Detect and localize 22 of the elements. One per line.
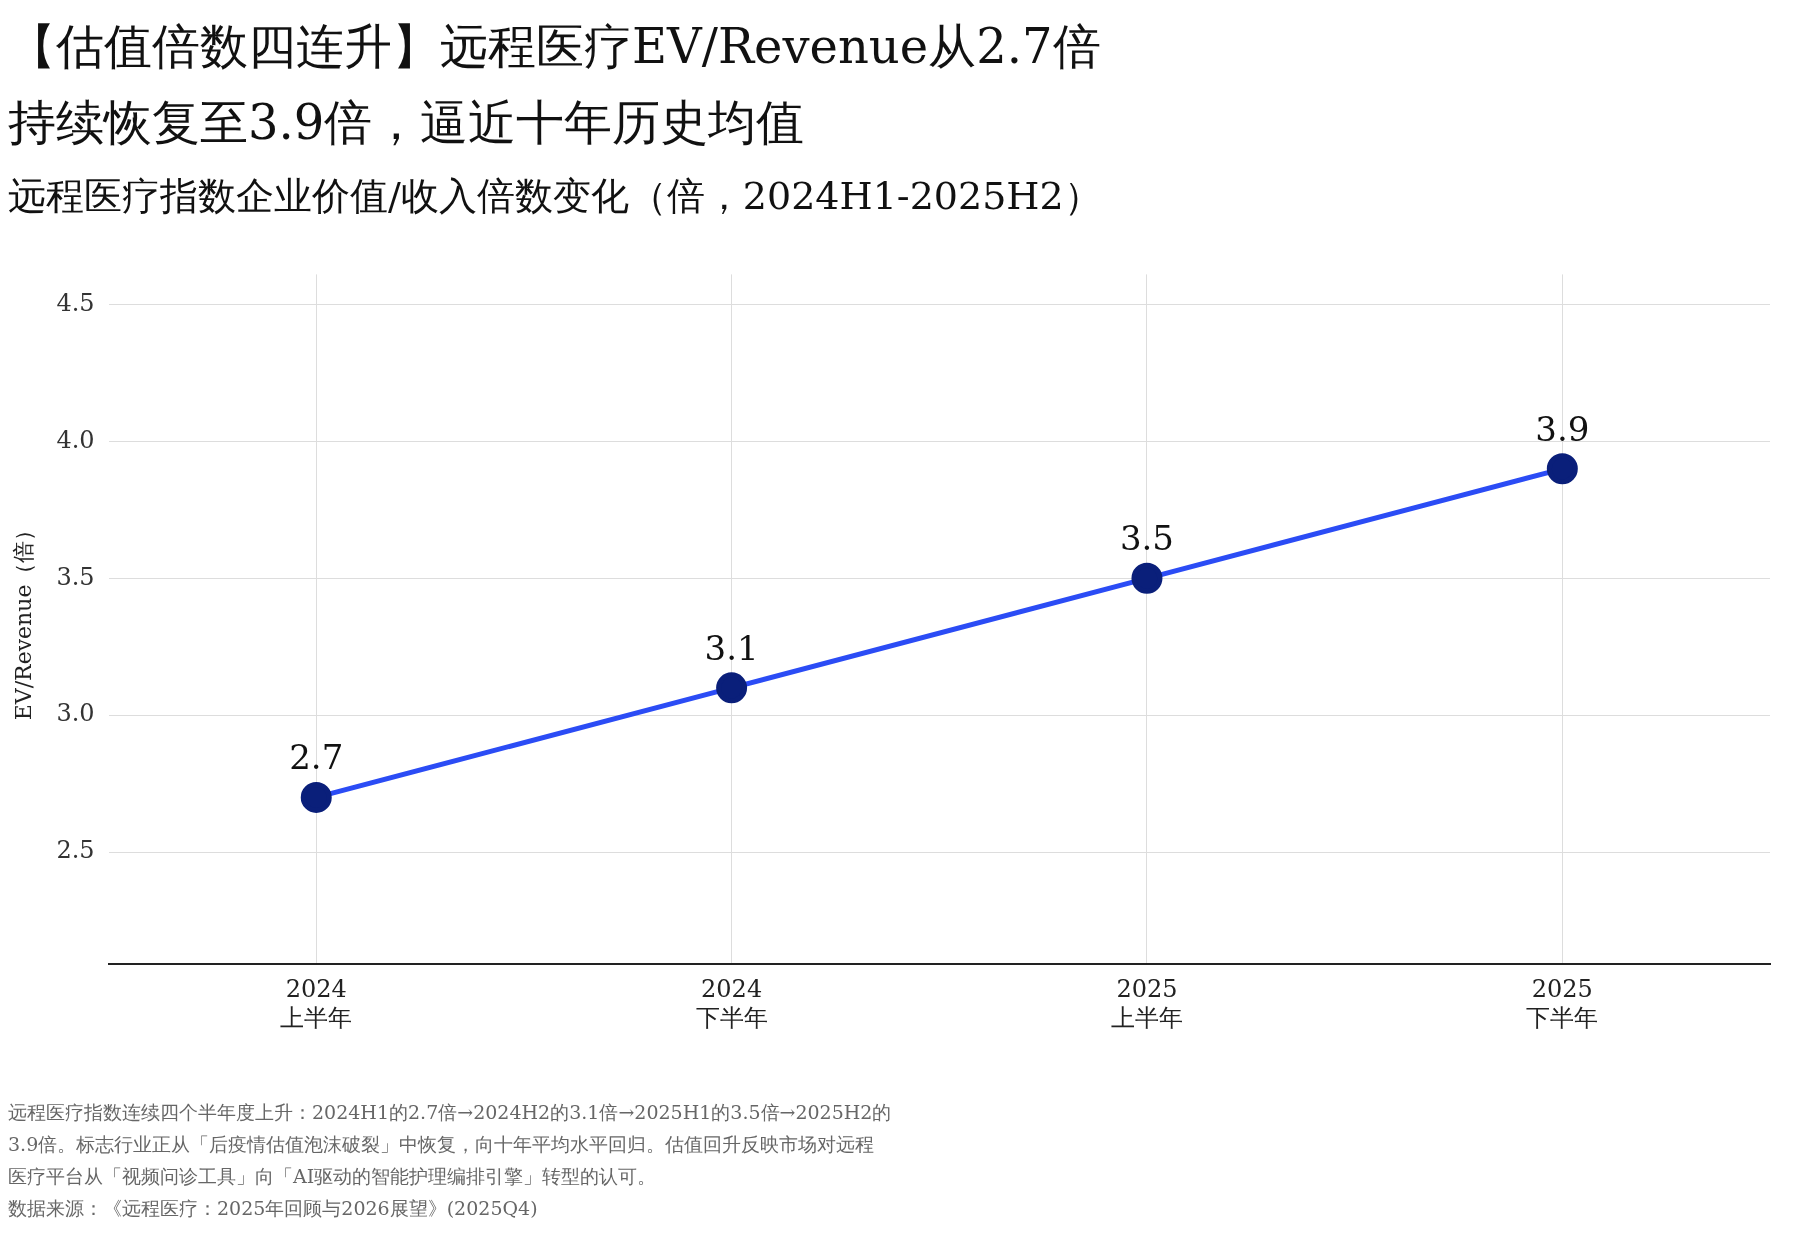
y-tick-label: 3.5 — [56, 562, 95, 591]
data-label: 3.9 — [1535, 408, 1590, 449]
point — [1131, 562, 1163, 594]
text: 远程医疗指数连续四个半年度上升：2024H1的2.7倍→2024H2的3.1倍→2025H1的3.5倍→2025H2的3.9倍。标志行业正从「后疫情估值泡沫破裂」中恢复，向十年平均水平回归。估值回升反映市场对远程医疗平台从「视频问诊工具」向「AI驱动的智能护理编排引擎」转型的认可。 — [8, 1100, 893, 1189]
y-axis-title: EV/Revenue（倍） — [10, 518, 36, 721]
x-tick-label: 2025 上半年 — [1110, 975, 1183, 1032]
point — [300, 781, 332, 813]
source-note: 数据来源：《远程医疗：2025年回顾与2026展望》(2025Q4) — [8, 1196, 539, 1221]
point — [716, 672, 748, 704]
y-tick-label: 3.0 — [56, 699, 95, 728]
chart-subtitle: 远程医疗指数企业价值/收入倍数变化（倍，2024H1-2025H2） — [8, 173, 1103, 220]
y-tick-label: 4.0 — [56, 425, 95, 454]
x-tick-label: 2025 下半年 — [1526, 975, 1599, 1032]
data-label: 3.5 — [1119, 518, 1174, 559]
data-label: 2.7 — [289, 737, 344, 778]
x-tick-label: 2024 下半年 — [695, 975, 768, 1032]
point — [1546, 453, 1578, 485]
x-tick-label: 2024 上半年 — [280, 975, 353, 1032]
y-tick-label: 2.5 — [56, 836, 95, 865]
data-label: 3.1 — [704, 627, 759, 668]
chart-title: 【估值倍数四连升】远程医疗EV/Revenue从2.7倍持续恢复至3.9倍，逼近十年历史均值 — [8, 17, 1102, 152]
y-tick-label: 4.5 — [56, 288, 95, 317]
